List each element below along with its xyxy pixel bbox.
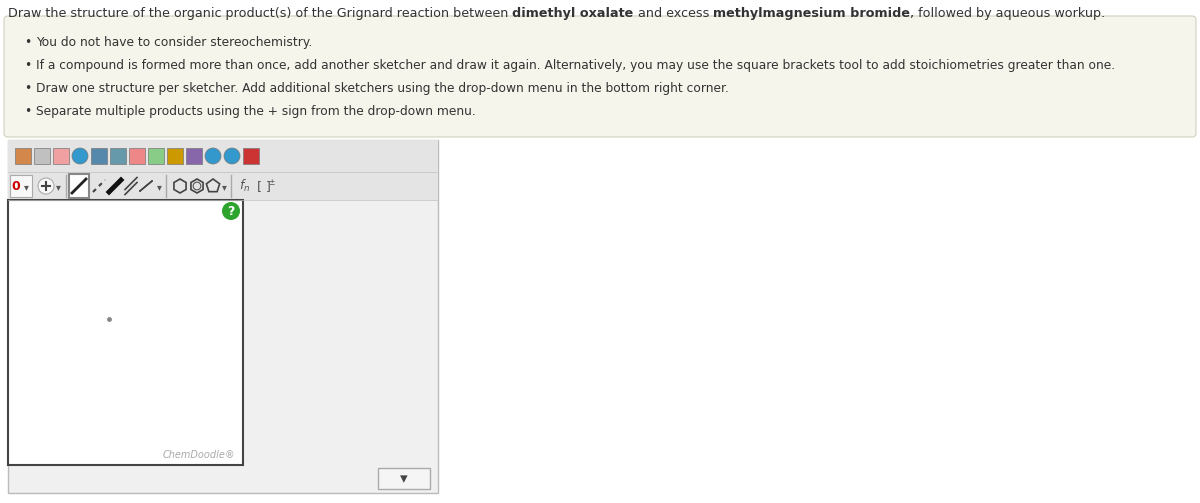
Text: ▾: ▾ (222, 182, 227, 192)
Text: ?: ? (227, 205, 235, 217)
Text: 0: 0 (12, 180, 20, 193)
Text: ▾: ▾ (55, 182, 60, 192)
Text: Separate multiple products using the + sign from the drop-down menu.: Separate multiple products using the + s… (36, 105, 475, 118)
Text: [ ]: [ ] (257, 181, 271, 194)
Bar (70, 174, 89, 198)
Text: Draw one structure per sketcher. Add additional sketchers using the drop-down me: Draw one structure per sketcher. Add add… (36, 82, 728, 95)
Circle shape (224, 148, 240, 164)
Circle shape (72, 148, 88, 164)
Bar (378, 468, 430, 489)
Bar (130, 148, 145, 164)
Text: and excess: and excess (634, 7, 713, 20)
Bar (10, 175, 32, 197)
Bar (148, 148, 164, 164)
Bar (8, 140, 438, 172)
Text: ▾: ▾ (156, 182, 162, 192)
Text: dimethyl oxalate: dimethyl oxalate (512, 7, 634, 20)
Circle shape (38, 178, 54, 194)
Bar (242, 148, 259, 164)
Text: You do not have to consider stereochemistry.: You do not have to consider stereochemis… (36, 36, 312, 49)
Text: ▾: ▾ (24, 182, 29, 192)
Text: methylmagnesium bromide: methylmagnesium bromide (713, 7, 910, 20)
Circle shape (205, 148, 221, 164)
Bar (186, 148, 202, 164)
Text: •: • (24, 59, 31, 72)
Text: $f_n$: $f_n$ (239, 178, 251, 194)
Bar (8, 172, 438, 200)
Bar (53, 148, 70, 164)
Text: , followed by aqueous workup.: , followed by aqueous workup. (910, 7, 1105, 20)
Bar (8, 200, 242, 465)
Circle shape (222, 202, 240, 220)
Text: •: • (24, 82, 31, 95)
Text: ▾: ▾ (400, 471, 408, 486)
Bar (14, 148, 31, 164)
FancyBboxPatch shape (4, 16, 1196, 137)
Text: Draw the structure of the organic product(s) of the Grignard reaction between: Draw the structure of the organic produc… (8, 7, 512, 20)
Text: ChemDoodle®: ChemDoodle® (162, 450, 235, 460)
Text: ±: ± (268, 178, 274, 187)
Bar (110, 148, 126, 164)
Bar (34, 148, 50, 164)
Text: •: • (24, 36, 31, 49)
Bar (167, 148, 182, 164)
Text: If a compound is formed more than once, add another sketcher and draw it again. : If a compound is formed more than once, … (36, 59, 1115, 72)
Text: •: • (24, 105, 31, 118)
Bar (8, 140, 438, 493)
Bar (91, 148, 107, 164)
